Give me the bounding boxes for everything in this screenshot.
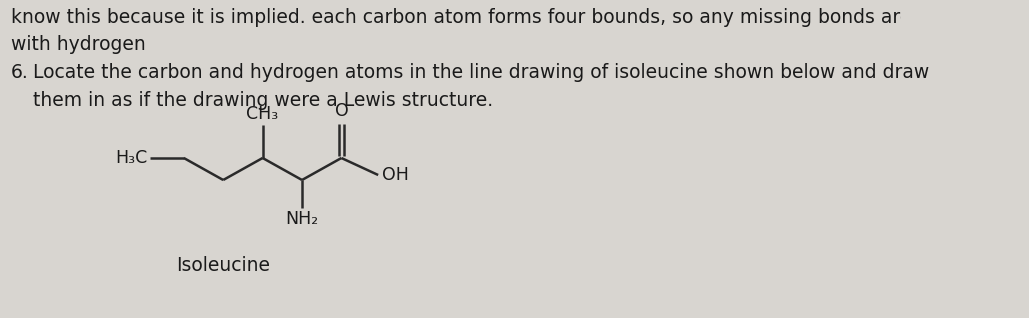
Text: CH₃: CH₃	[247, 105, 279, 123]
Text: know this because it is implied. each carbon atom forms four bounds, so any miss: know this because it is implied. each ca…	[10, 8, 911, 27]
Text: O: O	[334, 102, 348, 120]
Text: with hydrogen: with hydrogen	[10, 35, 145, 54]
Text: OH: OH	[382, 166, 409, 184]
Text: NH₂: NH₂	[285, 210, 319, 228]
Text: 6.: 6.	[10, 63, 28, 82]
Text: Isoleucine: Isoleucine	[176, 256, 271, 275]
Text: Locate the carbon and hydrogen atoms in the line drawing of isoleucine shown bel: Locate the carbon and hydrogen atoms in …	[33, 63, 929, 82]
Text: them in as if the drawing were a Lewis structure.: them in as if the drawing were a Lewis s…	[33, 91, 493, 110]
Text: H₃C: H₃C	[115, 149, 148, 167]
